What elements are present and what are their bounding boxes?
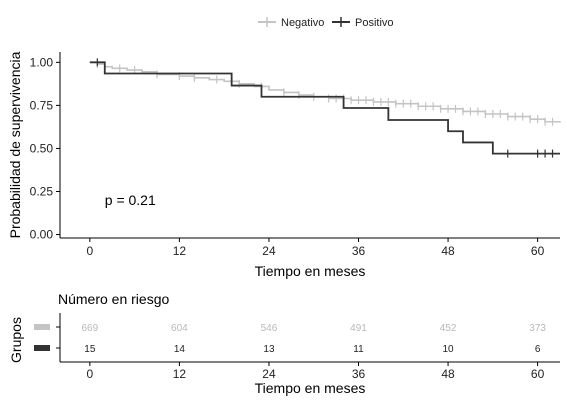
x-tick-label: 60 bbox=[531, 244, 545, 258]
risk-count-positivo: 11 bbox=[353, 344, 364, 355]
risk-count-positivo: 6 bbox=[535, 344, 541, 355]
risk-count-negativo: 373 bbox=[529, 323, 546, 334]
y-axis-title: Probabilidad de supervivencia bbox=[7, 51, 23, 238]
survival-curves bbox=[89, 58, 561, 158]
x-ticks: 0 12 24 36 48 60 bbox=[87, 238, 545, 258]
x-tick-label: 0 bbox=[87, 244, 94, 258]
x-tick-label: 12 bbox=[173, 244, 187, 258]
risk-x-tick-label: 12 bbox=[173, 367, 187, 381]
risk-x-tick-label: 48 bbox=[441, 367, 455, 381]
main-axes bbox=[59, 52, 560, 239]
y-ticks: 0.00 0.25 0.50 0.75 1.00 bbox=[30, 55, 60, 242]
curve-positivo bbox=[89, 61, 560, 155]
y-tick-label: 1.00 bbox=[30, 55, 54, 69]
legend: Negativo Positivo bbox=[258, 17, 394, 29]
x-tick-label: 48 bbox=[441, 244, 455, 258]
risk-x-ticks: 0 12 24 36 48 60 bbox=[87, 362, 545, 381]
p-value-annotation: p = 0.21 bbox=[105, 192, 156, 208]
y-tick-label: 0.50 bbox=[30, 141, 54, 155]
legend-label-positivo: Positivo bbox=[355, 17, 394, 29]
risk-x-axis-title: Tiempo en meses bbox=[255, 380, 366, 396]
risk-count-negativo: 604 bbox=[171, 323, 188, 334]
curve-negativo bbox=[89, 61, 561, 123]
risk-table-y-title: Grupos bbox=[8, 317, 24, 363]
risk-count-positivo: 15 bbox=[84, 344, 96, 355]
y-tick-label: 0.75 bbox=[30, 98, 54, 112]
y-tick-label: 0.00 bbox=[30, 228, 54, 242]
x-tick-label: 24 bbox=[262, 244, 276, 258]
legend-label-negativo: Negativo bbox=[281, 17, 324, 29]
x-axis-title: Tiempo en meses bbox=[255, 263, 366, 279]
risk-x-tick-label: 36 bbox=[352, 367, 366, 381]
risk-table-title: Número en riesgo bbox=[58, 291, 169, 307]
risk-count-positivo: 10 bbox=[442, 344, 454, 355]
y-tick-label: 0.25 bbox=[30, 185, 54, 199]
risk-row-swatch-positivo bbox=[34, 345, 50, 351]
risk-count-negativo: 546 bbox=[261, 323, 278, 334]
risk-x-tick-label: 60 bbox=[531, 367, 545, 381]
risk-table-rows: 669 604 546 491 452 373 15 14 13 11 10 6 bbox=[34, 323, 546, 355]
risk-x-tick-label: 0 bbox=[87, 367, 94, 381]
risk-x-tick-label: 24 bbox=[262, 367, 276, 381]
risk-count-negativo: 452 bbox=[440, 323, 457, 334]
x-tick-label: 36 bbox=[352, 244, 366, 258]
risk-count-positivo: 14 bbox=[174, 344, 186, 355]
risk-count-negativo: 669 bbox=[82, 323, 99, 334]
risk-count-negativo: 491 bbox=[350, 323, 367, 334]
risk-count-positivo: 13 bbox=[263, 344, 275, 355]
risk-row-swatch-negativo bbox=[34, 324, 50, 330]
